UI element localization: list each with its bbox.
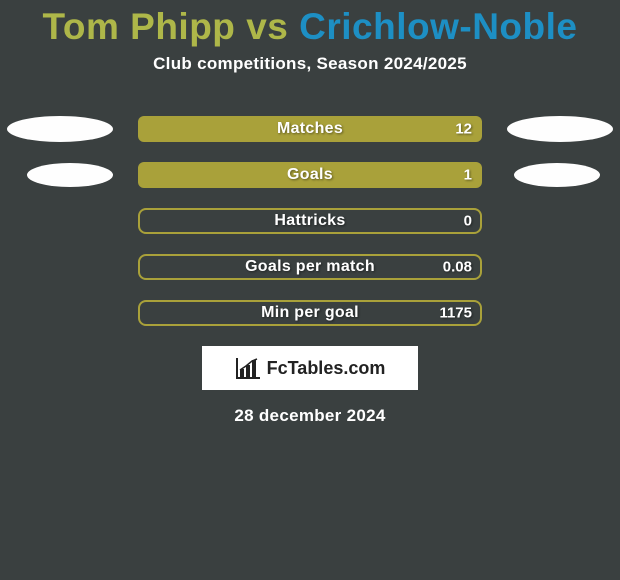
stat-value: 0	[464, 213, 472, 230]
stat-row: Matches12	[0, 116, 620, 142]
stat-label: Hattricks	[138, 212, 482, 230]
stat-value: 0.08	[443, 259, 472, 276]
player2-disc	[514, 163, 600, 187]
stat-value: 1175	[439, 305, 472, 322]
player2-name: Crichlow-Noble	[299, 6, 577, 47]
stat-row: Goals1	[0, 162, 620, 188]
stat-row: Hattricks0	[0, 208, 620, 234]
title-vs: vs	[235, 6, 299, 47]
stat-label: Min per goal	[138, 304, 482, 322]
stat-bar: Hattricks0	[138, 208, 482, 234]
stat-row: Min per goal1175	[0, 300, 620, 326]
stat-rows: Matches12 Goals1 Hattricks0 Goals per match…	[0, 116, 620, 326]
subtitle: Club competitions, Season 2024/2025	[0, 54, 620, 74]
stat-label: Goals	[138, 166, 482, 184]
brand-text: FcTables.com	[267, 358, 386, 379]
barchart-icon	[235, 357, 261, 379]
stat-row: Goals per match0.08	[0, 254, 620, 280]
brand-box: FcTables.com	[202, 346, 418, 390]
stat-value: 12	[455, 121, 472, 138]
stat-bar: Goals1	[138, 162, 482, 188]
date-text: 28 december 2024	[0, 406, 620, 426]
page-title: Tom Phipp vs Crichlow-Noble	[0, 0, 620, 48]
stat-label: Goals per match	[138, 258, 482, 276]
stat-bar: Matches12	[138, 116, 482, 142]
player2-disc	[507, 116, 613, 142]
player1-disc	[27, 163, 113, 187]
player1-name: Tom Phipp	[43, 6, 236, 47]
player1-disc	[7, 116, 113, 142]
stat-bar: Min per goal1175	[138, 300, 482, 326]
stat-value: 1	[464, 167, 472, 184]
stat-label: Matches	[138, 120, 482, 138]
stat-bar: Goals per match0.08	[138, 254, 482, 280]
